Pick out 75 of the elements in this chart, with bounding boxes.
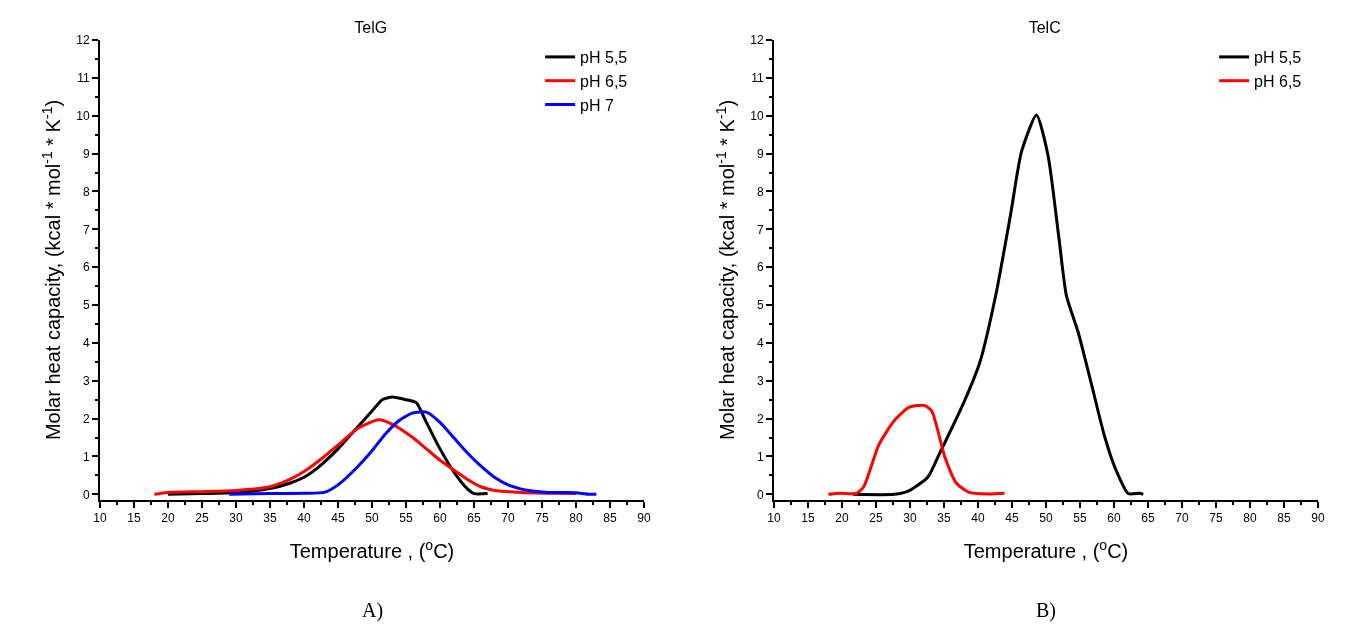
- x-tick-label: 50: [365, 511, 379, 526]
- x-tick-label: 30: [903, 511, 917, 526]
- y-tick-label: 3: [756, 373, 764, 388]
- x-tick-label: 25: [195, 511, 209, 526]
- y-tick-label: 10: [76, 108, 90, 123]
- x-tick-label: 30: [229, 511, 243, 526]
- y-tick-label: 4: [756, 336, 764, 351]
- legend-label: pH 7: [580, 96, 615, 114]
- text: A): [362, 599, 384, 622]
- x-tick-label: 45: [331, 511, 345, 526]
- x-tick-label: 40: [971, 511, 985, 526]
- x-tick-label: 50: [1039, 511, 1053, 526]
- legend-label: pH 5,5: [1254, 49, 1302, 67]
- y-tick-label: 3: [82, 373, 90, 388]
- text: B): [1036, 599, 1056, 622]
- x-tick-label: 55: [399, 511, 413, 526]
- x-tick-label: 70: [501, 511, 515, 526]
- x-tick-label: 75: [535, 511, 549, 526]
- y-tick-label: 0: [82, 487, 90, 502]
- x-tick-label: 35: [937, 511, 951, 526]
- x-axis-title: Temperature , ($^{o}$C): [289, 537, 455, 563]
- x-tick-label: 90: [1311, 511, 1325, 526]
- y-tick-label: 2: [82, 411, 90, 426]
- line-series: [166, 395, 490, 496]
- y-tick-label: 11: [77, 71, 90, 86]
- x-tick-label: 80: [569, 511, 583, 526]
- x-tick-label: 10: [767, 511, 781, 526]
- legend-label: pH 6,5: [580, 72, 628, 90]
- x-tick-label: 55: [1073, 511, 1087, 526]
- y-tick-label: 5: [82, 298, 90, 313]
- x-tick-label: 20: [161, 511, 175, 526]
- y-tick-label: 12: [76, 33, 90, 48]
- y-tick-label: 0: [756, 487, 764, 502]
- y-tick-label: 7: [82, 222, 90, 237]
- y-tick-label: 4: [82, 336, 90, 351]
- line-series: [851, 113, 1145, 497]
- x-axis-title: Temperature , ($^{o}$C): [963, 537, 1129, 563]
- legend-label: pH 6,5: [1254, 72, 1302, 90]
- y-tick-label: 9: [82, 146, 90, 161]
- y-tick-label: 12: [750, 33, 764, 48]
- y-tick-label: 2: [756, 411, 764, 426]
- x-tick-label: 60: [433, 511, 447, 526]
- x-tick-label: 35: [263, 511, 277, 526]
- y-tick-label: 1: [82, 449, 90, 464]
- x-tick-label: 60: [1107, 511, 1121, 526]
- x-tick-label: 15: [801, 511, 815, 526]
- x-tick-label: 85: [603, 511, 617, 526]
- y-tick-label: 10: [750, 108, 764, 123]
- x-tick-label: 15: [127, 511, 141, 526]
- chart-title: TelG: [354, 19, 388, 37]
- line-series: [826, 403, 1007, 496]
- y-tick-label: 1: [756, 449, 764, 464]
- x-tick-label: 90: [637, 511, 651, 526]
- x-tick-label: 65: [1141, 511, 1155, 526]
- chart-title: TelC: [1028, 19, 1061, 37]
- y-tick-label: 6: [82, 260, 90, 275]
- y-tick-label: 9: [756, 146, 764, 161]
- y-tick-label: 7: [756, 222, 764, 237]
- x-tick-label: 40: [297, 511, 311, 526]
- y-tick-label: 8: [756, 184, 764, 199]
- x-tick-label: 45: [1005, 511, 1019, 526]
- legend-label: pH 5,5: [580, 49, 628, 67]
- y-tick-label: 6: [756, 260, 764, 275]
- x-tick-label: 70: [1175, 511, 1189, 526]
- x-tick-label: 10: [93, 511, 107, 526]
- y-tick-label: 8: [82, 184, 90, 199]
- x-tick-label: 80: [1243, 511, 1257, 526]
- y-tick-label: 11: [751, 71, 764, 86]
- x-tick-label: 20: [835, 511, 849, 526]
- line-series: [227, 410, 598, 496]
- x-tick-label: 85: [1277, 511, 1291, 526]
- x-tick-label: 75: [1209, 511, 1223, 526]
- x-tick-label: 65: [467, 511, 481, 526]
- x-tick-label: 25: [869, 511, 883, 526]
- y-tick-label: 5: [756, 298, 764, 313]
